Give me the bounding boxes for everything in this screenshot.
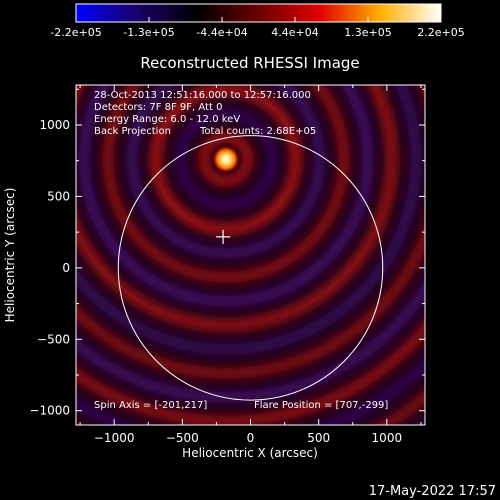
colorbar-tick-labels: -2.2e+05 -1.3e+05 -4.4e+04 4.4e+04 1.3e+… — [50, 26, 464, 39]
x-tick-label: −500 — [166, 431, 199, 445]
x-tick-label: 1000 — [372, 431, 403, 445]
colorbar-tick-label: -1.3e+05 — [123, 26, 174, 39]
detectors: Detectors: 7F 8F 9F, Att 0 — [94, 102, 222, 113]
spin-axis-crosshair — [216, 229, 231, 244]
x-tick-label: −1000 — [94, 431, 135, 445]
total-counts: Total counts: 2.68E+05 — [199, 126, 316, 137]
energy-range: Energy Range: 6.0 - 12.0 keV — [94, 114, 240, 125]
x-axis: −1000 −500 0 500 1000 — [79, 85, 422, 445]
timestamp: 17-May-2022 17:57 — [369, 484, 496, 499]
colorbar-tick-label: 4.4e+04 — [271, 26, 318, 39]
bright-source — [212, 146, 239, 173]
y-axis: −1000 −500 0 500 1000 — [29, 88, 425, 418]
colorbar-tick-label: -4.4e+04 — [196, 26, 247, 39]
x-tick-label: 0 — [247, 431, 255, 445]
time-range: 28-Oct-2013 12:51:16.000 to 12:57:16.000 — [94, 90, 311, 101]
solar-disk-outline — [117, 135, 384, 401]
colorbar — [75, 3, 442, 23]
colorbar-tick-label: -2.2e+05 — [50, 26, 101, 39]
flare-position-text: Flare Position = [707,-299] — [254, 400, 388, 411]
method: Back Projection — [94, 126, 171, 137]
y-axis-label: Heliocentric Y (arcsec) — [3, 188, 17, 323]
y-tick-label: −1000 — [29, 404, 70, 418]
y-tick-label: 1000 — [39, 118, 70, 132]
spin-axis-text: Spin Axis = [-201,217] — [94, 400, 207, 411]
y-tick-label: −500 — [37, 332, 70, 346]
chart-title: Reconstructed RHESSI Image — [140, 54, 359, 72]
x-tick-label: 500 — [307, 431, 330, 445]
colorbar-tick-label: 2.2e+05 — [417, 26, 464, 39]
colorbar-ticks — [75, 17, 442, 22]
colorbar-tick-label: 1.3e+05 — [344, 26, 391, 39]
y-tick-label: 500 — [47, 189, 70, 203]
x-axis-label: Heliocentric X (arcsec) — [182, 446, 318, 460]
y-tick-label: 0 — [62, 261, 70, 275]
image-info: 28-Oct-2013 12:51:16.000 to 12:57:16.000… — [94, 90, 316, 137]
